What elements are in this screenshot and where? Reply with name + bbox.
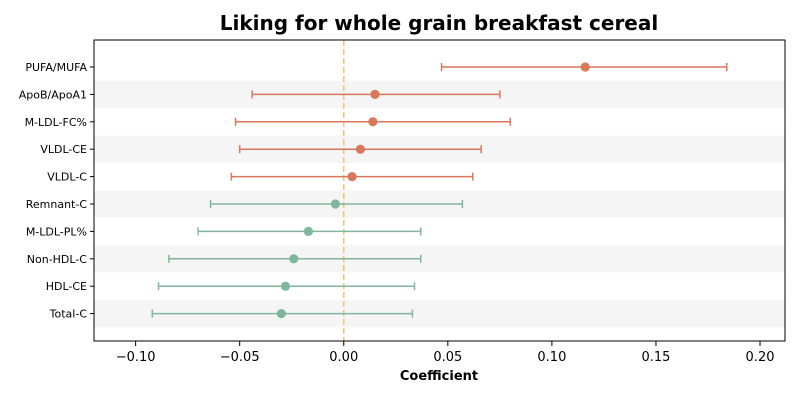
- y-tick-label: Remnant-C: [26, 198, 88, 211]
- chart-title: Liking for whole grain breakfast cereal: [220, 11, 658, 35]
- estimate-point: [276, 309, 286, 319]
- points: [276, 62, 590, 319]
- x-tick-label: 0.05: [433, 350, 462, 365]
- y-tick-label: M-LDL-PL%: [26, 225, 87, 238]
- estimate-point: [330, 199, 341, 209]
- y-tick-label: PUFA/MUFA: [25, 61, 87, 74]
- estimate-point: [347, 172, 357, 182]
- estimate-point: [370, 89, 380, 99]
- x-tick-label: 0.15: [641, 350, 670, 365]
- estimate-point: [368, 117, 378, 127]
- y-tick-label: VLDL-CE: [40, 143, 87, 156]
- estimate-point: [580, 62, 590, 72]
- x-tick-label: −0.05: [220, 350, 260, 365]
- x-tick-label: 0.10: [537, 350, 566, 365]
- y-tick-label: HDL-CE: [46, 280, 87, 293]
- x-tick-label: 0.20: [746, 350, 775, 365]
- y-axis: PUFA/MUFA ApoB/ApoA1 M-LDL-FC% VLDL-CE VLDL-…: [19, 61, 94, 321]
- y-tick-label: Total-C: [49, 308, 88, 321]
- y-tick-label: VLDL-C: [47, 171, 87, 184]
- x-tick-label: −0.10: [116, 350, 156, 365]
- y-tick-label: M-LDL-FC%: [25, 116, 87, 129]
- estimate-point: [289, 254, 299, 264]
- y-tick-label: ApoB/ApoA1: [19, 88, 87, 101]
- plot-frame: [93, 39, 786, 342]
- x-tick-label: 0.00: [329, 350, 358, 365]
- x-axis: −0.10 −0.05 0.00 0.05 0.10 0.15 0.20: [116, 341, 775, 365]
- estimate-point: [303, 226, 313, 236]
- estimate-point: [355, 144, 366, 154]
- x-axis-title: Coefficient: [400, 369, 478, 384]
- estimate-point: [280, 281, 291, 291]
- y-tick-label: Non-HDL-C: [27, 253, 88, 266]
